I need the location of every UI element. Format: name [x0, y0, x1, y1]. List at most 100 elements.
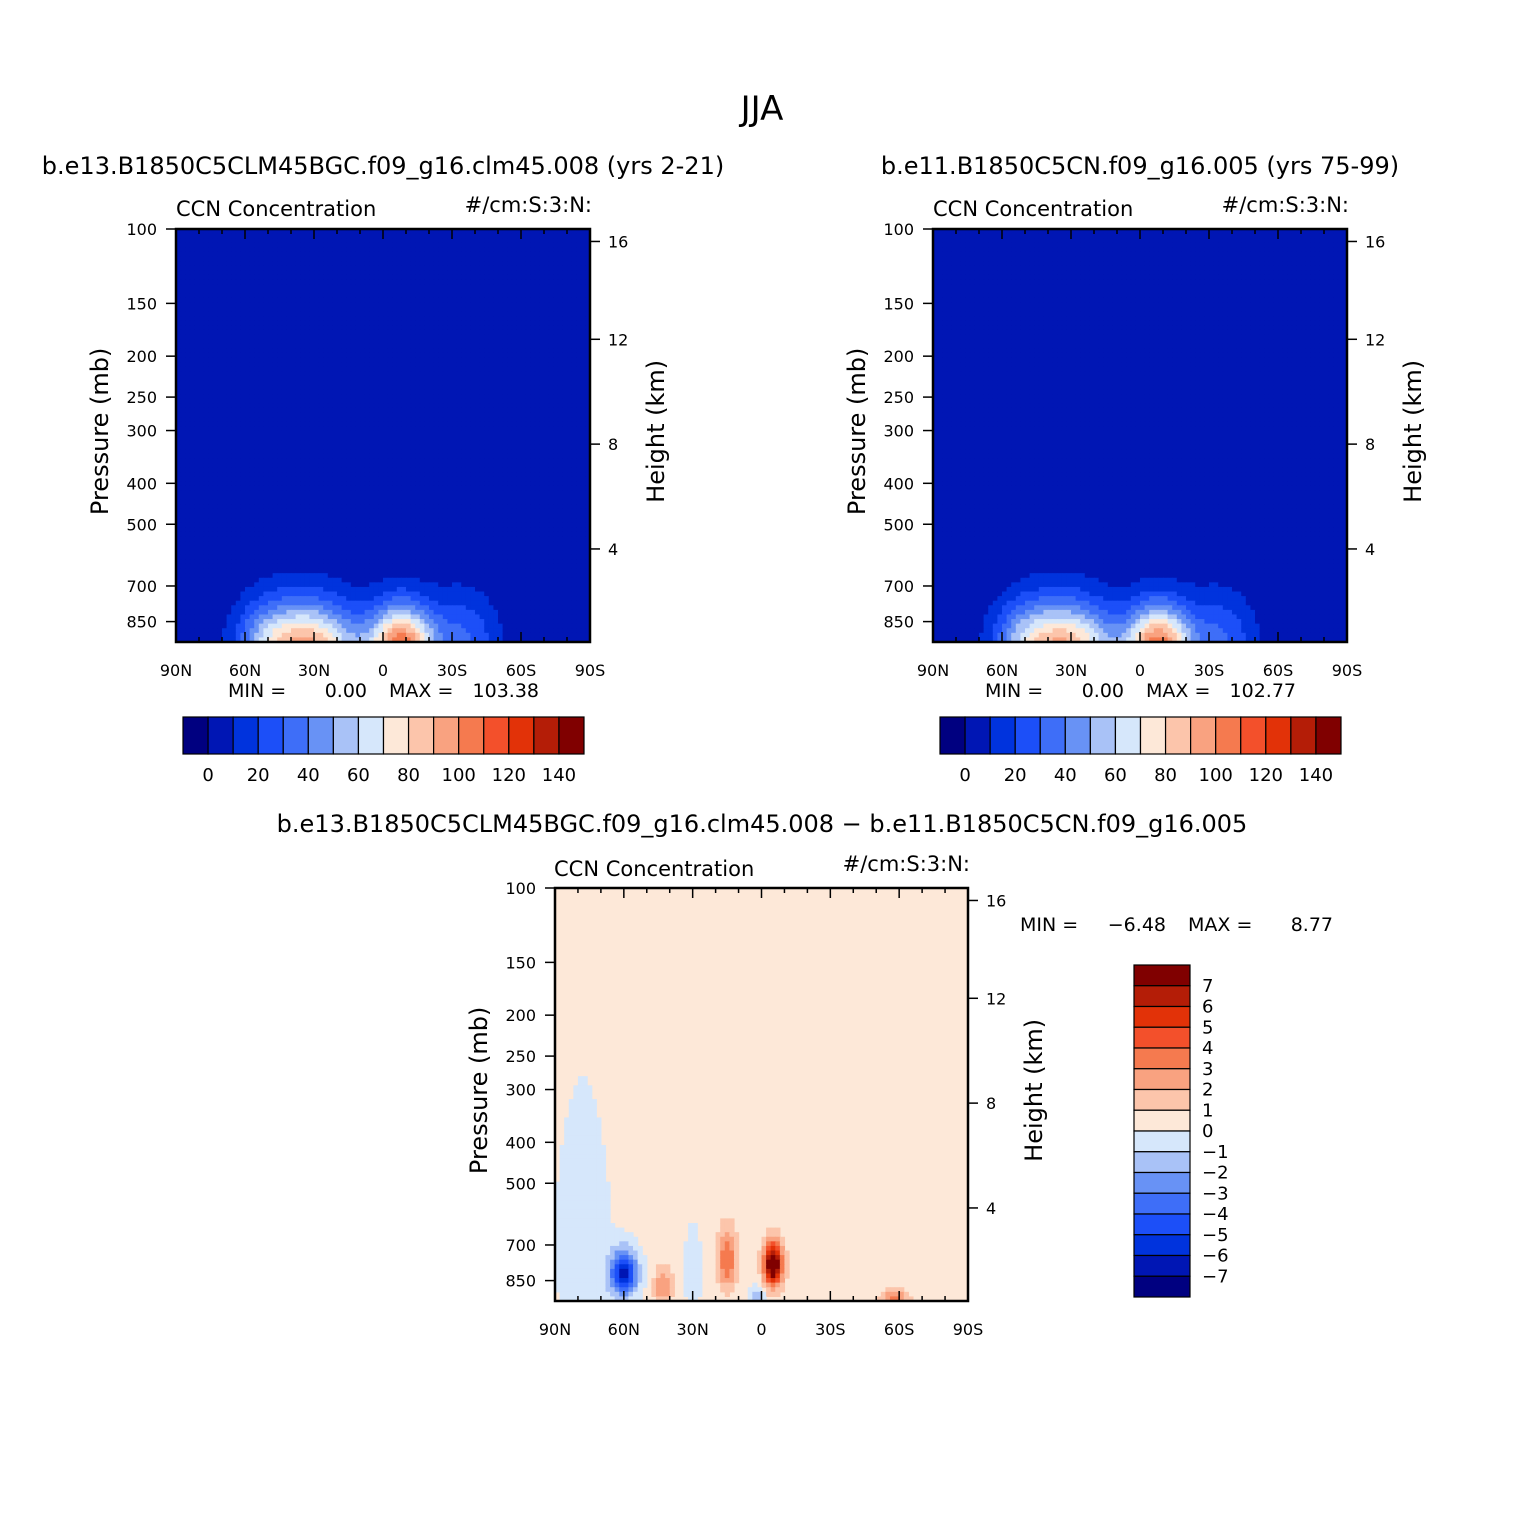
contour-cell	[429, 256, 435, 262]
contour-cell	[419, 380, 425, 386]
contour-cell	[383, 449, 389, 455]
contour-cell	[240, 247, 246, 253]
contour-cell	[585, 233, 591, 239]
contour-cell	[291, 463, 297, 469]
contour-cell	[456, 311, 462, 317]
contour-cell	[222, 316, 228, 322]
contour-cell	[410, 417, 416, 423]
contour-cell	[424, 293, 430, 299]
contour-cell	[373, 385, 379, 391]
contour-cell	[341, 339, 347, 345]
contour-cell	[185, 357, 191, 363]
contour-cell	[585, 329, 591, 336]
contour-cell	[392, 357, 398, 363]
contour-cell	[369, 311, 375, 317]
contour-cell	[479, 251, 485, 258]
contour-cell	[309, 467, 315, 473]
contour-cell	[226, 320, 232, 326]
contour-cell	[424, 463, 430, 469]
contour-cell	[286, 476, 292, 482]
contour-cell	[419, 394, 425, 400]
contour-cell	[396, 444, 402, 450]
contour-cell	[199, 453, 205, 460]
contour-cell	[295, 325, 301, 331]
contour-cell	[557, 242, 563, 248]
contour-cell	[571, 472, 577, 478]
contour-cell	[424, 302, 430, 308]
contour-cell	[240, 339, 246, 345]
contour-cell	[350, 357, 356, 363]
contour-cell	[470, 238, 476, 244]
contour-cell	[350, 256, 356, 262]
contour-cell	[249, 320, 255, 326]
contour-cell	[539, 389, 545, 395]
contour-cell	[433, 311, 439, 317]
contour-cell	[258, 329, 264, 336]
contour-cell	[493, 362, 499, 368]
contour-cell	[585, 417, 591, 423]
contour-cell	[419, 270, 425, 276]
contour-cell	[346, 256, 352, 262]
contour-cell	[530, 412, 536, 418]
contour-cell	[199, 270, 205, 276]
contour-cell	[534, 453, 540, 460]
contour-cell	[507, 385, 513, 391]
contour-cell	[433, 279, 439, 285]
contour-cell	[447, 385, 453, 391]
contour-cell	[544, 472, 550, 478]
contour-cell	[516, 316, 522, 322]
contour-cell	[350, 251, 356, 258]
contour-cell	[571, 352, 577, 359]
contour-cell	[240, 302, 246, 308]
contour-cell	[507, 357, 513, 363]
contour-cell	[585, 362, 591, 368]
contour-cell	[327, 352, 333, 359]
contour-cell	[258, 274, 264, 281]
contour-cell	[401, 472, 407, 478]
contour-cell	[337, 238, 343, 244]
contour-cell	[539, 412, 545, 418]
contour-cell	[571, 426, 577, 432]
contour-cell	[217, 481, 223, 487]
contour-cell	[364, 343, 370, 349]
contour-cell	[410, 233, 416, 239]
contour-cell	[567, 435, 573, 441]
contour-cell	[424, 242, 430, 248]
contour-cell	[406, 251, 412, 258]
contour-cell	[493, 302, 499, 308]
contour-cell	[277, 352, 283, 359]
contour-cell	[571, 279, 577, 285]
contour-cell	[199, 440, 205, 446]
contour-cell	[498, 288, 504, 294]
contour-cell	[245, 297, 251, 304]
contour-cell	[300, 352, 306, 359]
contour-cell	[465, 453, 471, 460]
contour-cell	[553, 435, 559, 441]
contour-cell	[525, 371, 531, 377]
contour-cell	[498, 311, 504, 317]
contour-cell	[502, 417, 508, 423]
contour-cell	[571, 380, 577, 386]
contour-cell	[176, 238, 182, 244]
contour-cell	[419, 334, 425, 340]
contour-cell	[530, 302, 536, 308]
contour-cell	[548, 375, 554, 382]
contour-cell	[553, 430, 559, 437]
contour-cell	[498, 394, 504, 400]
contour-cell	[548, 472, 554, 478]
contour-cell	[383, 398, 389, 404]
contour-cell	[235, 476, 241, 482]
contour-cell	[231, 426, 237, 432]
contour-cell	[194, 270, 200, 276]
contour-cell	[222, 279, 228, 285]
contour-cell	[203, 444, 209, 450]
contour-cell	[396, 398, 402, 404]
contour-cell	[212, 316, 218, 322]
contour-cell	[249, 348, 255, 354]
contour-cell	[272, 362, 278, 368]
contour-cell	[456, 339, 462, 345]
contour-cell	[557, 375, 563, 382]
contour-cell	[484, 343, 490, 349]
contour-cell	[498, 297, 504, 304]
contour-cell	[355, 476, 361, 482]
